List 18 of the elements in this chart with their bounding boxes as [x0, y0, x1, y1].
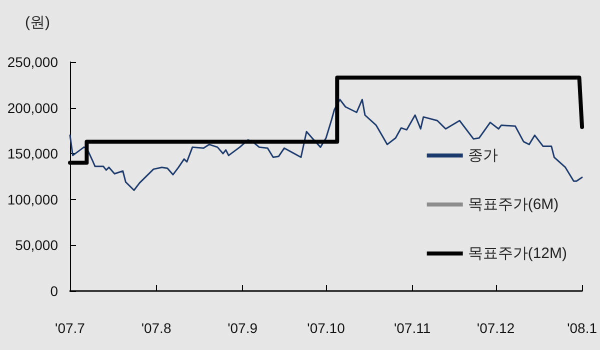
y-tick-label: 250,000 [7, 54, 58, 70]
y-axis-title: (원) [25, 14, 50, 31]
y-tick-label: 100,000 [7, 191, 58, 208]
x-tick-label: '07.12 [476, 320, 515, 336]
x-tick-label: '07.7 [55, 320, 86, 336]
y-tick-label: 50,000 [15, 237, 58, 254]
y-tick-label: 200,000 [7, 100, 58, 116]
legend-label: 목표주가(6M) [468, 196, 559, 213]
line-series [69, 98, 583, 191]
x-tick-label: '07.8 [141, 320, 172, 336]
x-tick-label: '07.11 [394, 320, 431, 336]
x-tick-label: '07.9 [228, 320, 258, 336]
legend-label: 목표주가(12M) [468, 245, 568, 262]
y-tick-label: 0 [50, 283, 58, 299]
x-tick-label: '08.1 [567, 320, 598, 336]
x-tick-label: '07.10 [307, 320, 346, 336]
y-tick-label: 150,000 [7, 146, 58, 162]
legend-label: 종가 [468, 147, 498, 164]
